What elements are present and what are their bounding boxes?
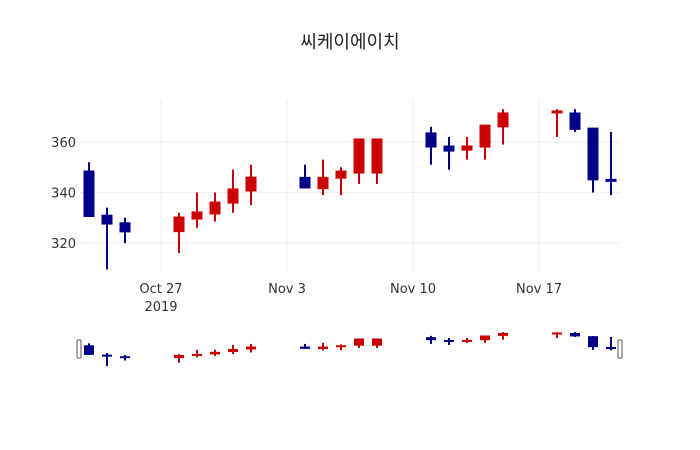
mini-candle xyxy=(372,338,382,348)
candle[interactable] xyxy=(245,164,257,206)
mini-candle xyxy=(120,355,130,361)
candle[interactable] xyxy=(191,192,203,228)
y-tick-label: 340 xyxy=(51,187,76,202)
candle[interactable] xyxy=(83,162,95,217)
x-tick-label: Oct 27 xyxy=(139,282,182,297)
candle[interactable] xyxy=(425,126,437,165)
x-tick-label: Nov 3 xyxy=(268,282,306,297)
candle[interactable] xyxy=(227,169,239,213)
x-tick-label: Nov 17 xyxy=(516,282,562,297)
mini-candle xyxy=(84,343,94,355)
candle[interactable] xyxy=(443,136,455,170)
y-tick-label: 360 xyxy=(51,136,76,151)
mini-candle xyxy=(300,343,310,349)
candle[interactable] xyxy=(119,217,131,243)
candle[interactable] xyxy=(299,164,311,189)
candle[interactable] xyxy=(479,124,491,160)
range-slider-left-handle[interactable] xyxy=(76,339,82,359)
mini-candle xyxy=(480,335,490,343)
mini-candle xyxy=(588,336,598,350)
candle[interactable] xyxy=(335,167,347,196)
candle[interactable] xyxy=(173,212,185,254)
mini-candle xyxy=(102,353,112,367)
y-tick-label: 320 xyxy=(51,237,76,252)
x-tick-label: Nov 10 xyxy=(390,282,436,297)
mini-candle xyxy=(246,343,256,353)
mini-candle xyxy=(606,336,616,351)
chart-title: 씨케이에이치 xyxy=(300,32,400,53)
mini-candle xyxy=(570,332,580,337)
grid-lines xyxy=(80,100,620,272)
mini-candle xyxy=(462,338,472,343)
range-slider-candles xyxy=(84,332,616,367)
candle[interactable] xyxy=(605,131,617,196)
mini-candle xyxy=(498,332,508,340)
candle[interactable] xyxy=(497,109,509,145)
candle[interactable] xyxy=(353,138,365,184)
mini-candle xyxy=(354,338,364,348)
candle[interactable] xyxy=(569,109,581,132)
mini-candle xyxy=(174,354,184,363)
mini-candle xyxy=(228,344,238,355)
mini-candle xyxy=(426,335,436,344)
mini-candle xyxy=(192,349,202,358)
mini-candle xyxy=(210,349,220,356)
candle[interactable] xyxy=(317,159,329,196)
candle[interactable] xyxy=(551,109,563,137)
candles[interactable] xyxy=(83,109,617,270)
x-axis: Oct 27 2019 Nov 3 Nov 10 Nov 17 xyxy=(139,282,562,315)
candle[interactable] xyxy=(209,192,221,222)
mini-candle xyxy=(552,332,562,339)
candle[interactable] xyxy=(101,207,113,270)
range-slider[interactable] xyxy=(76,332,623,367)
mini-candle xyxy=(444,338,454,345)
range-slider-right-handle[interactable] xyxy=(617,339,623,359)
candle[interactable] xyxy=(587,127,599,193)
candle[interactable] xyxy=(461,136,473,160)
y-axis: 320 340 360 xyxy=(51,136,76,252)
candle[interactable] xyxy=(371,138,383,184)
mini-candle xyxy=(318,342,328,351)
mini-candle xyxy=(336,344,346,351)
x-tick-year-label: 2019 xyxy=(144,300,177,315)
